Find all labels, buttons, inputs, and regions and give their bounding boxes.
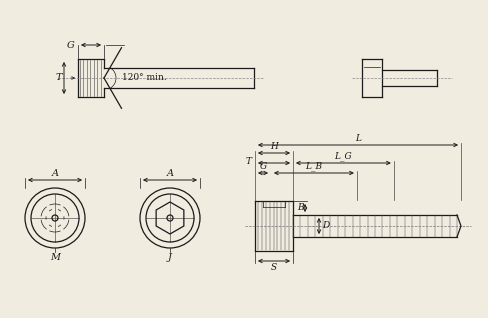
- Text: S: S: [270, 263, 277, 272]
- Text: H: H: [269, 142, 277, 151]
- Text: T: T: [245, 157, 251, 167]
- Text: M: M: [50, 253, 60, 262]
- Text: L_B: L_B: [305, 161, 322, 171]
- Text: A: A: [51, 169, 59, 178]
- Text: A: A: [166, 169, 173, 178]
- Text: B: B: [297, 204, 304, 212]
- Text: 120° min.: 120° min.: [122, 73, 166, 82]
- Text: G: G: [67, 40, 75, 50]
- Text: L: L: [354, 134, 360, 143]
- Text: L_G: L_G: [334, 151, 351, 161]
- Text: D: D: [321, 222, 328, 231]
- Text: T: T: [55, 73, 62, 82]
- Text: G: G: [259, 162, 266, 171]
- Text: J: J: [168, 253, 172, 262]
